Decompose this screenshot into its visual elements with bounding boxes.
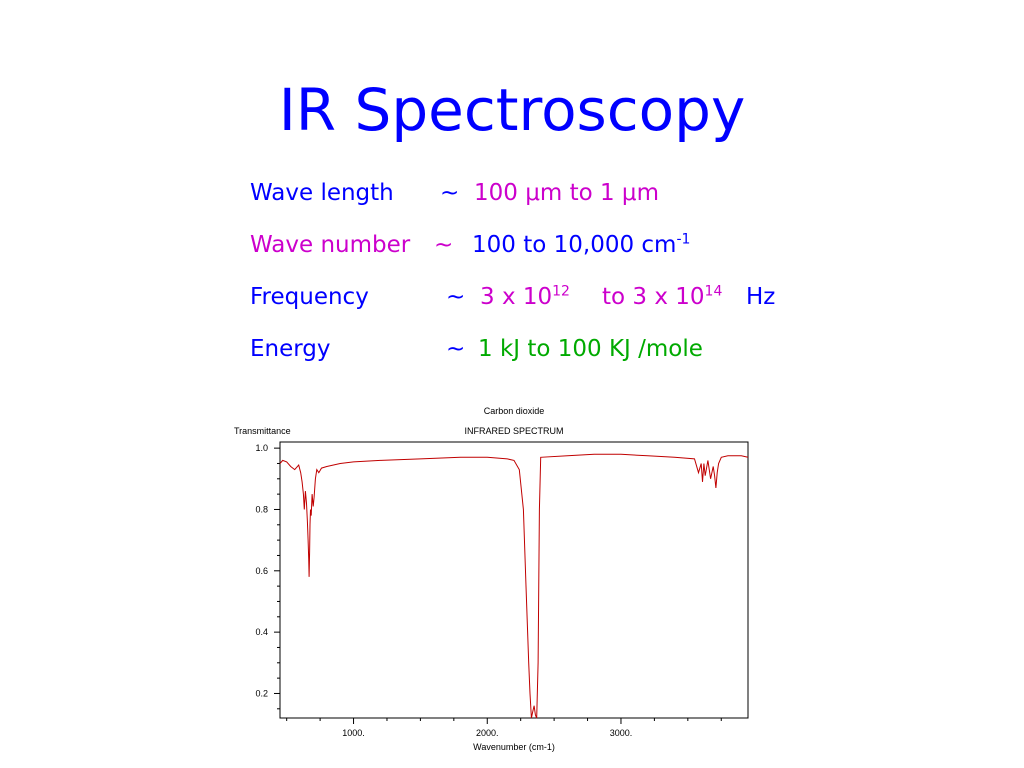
ir-spectrum-chart: Carbon dioxide INFRARED SPECTRUM Transmi… <box>234 406 749 752</box>
wavenumber-label: Wave number <box>250 232 411 258</box>
wavenumber-value-text: 100 to 10,000 cm <box>472 232 677 258</box>
chart-title: Carbon dioxide <box>484 406 545 416</box>
frequency-label: Frequency <box>250 284 369 310</box>
wavenumber-sep: ~ <box>434 232 454 258</box>
y-tick-label: 0.8 <box>255 504 268 514</box>
frequency-sep: ~ <box>446 284 466 310</box>
chart-ticks: 1000. 2000. 3000. 0.2 0.4 0.6 0.8 1.0 <box>255 443 722 738</box>
x-axis-label: Wavenumber (cm-1) <box>473 742 555 752</box>
mu-symbol-2: μ <box>621 180 637 206</box>
frequency-value-high: to 3 x 1014 <box>602 282 722 312</box>
energy-value: 1 kJ to 100 KJ /mole <box>478 336 703 362</box>
x-tick-label: 2000. <box>476 728 499 738</box>
mu-symbol-1: μ <box>525 180 540 206</box>
slide-title: IR Spectroscopy <box>278 76 746 144</box>
y-tick-label: 0.2 <box>255 688 268 698</box>
chart-subtitle: INFRARED SPECTRUM <box>464 426 563 436</box>
frequency-value-low: 3 x 1012 <box>480 282 570 312</box>
x-tick-label: 3000. <box>610 728 633 738</box>
frequency-unit: Hz <box>746 284 776 310</box>
y-axis-label: Transmittance <box>234 426 291 436</box>
energy-sep: ~ <box>446 336 466 362</box>
x-tick-label: 1000. <box>342 728 365 738</box>
frequency-exponent-high: 14 <box>704 283 723 300</box>
wavelength-value-a: 100 <box>474 180 526 206</box>
wavelength-value-b: m to 1 <box>539 180 622 206</box>
frequency-value-high-text: to 3 x 10 <box>602 284 705 310</box>
frequency-value-low-text: 3 x 10 <box>480 284 553 310</box>
y-tick-label: 1.0 <box>255 443 268 453</box>
y-tick-label: 0.4 <box>255 627 268 637</box>
frequency-exponent-low: 12 <box>552 283 570 300</box>
y-tick-label: 0.6 <box>255 566 268 576</box>
wavelength-sep: ~ <box>440 180 460 206</box>
wavenumber-exponent: -1 <box>676 231 691 248</box>
wavenumber-value: 100 to 10,000 cm-1 <box>472 230 690 260</box>
wavelength-label: Wave length <box>250 180 394 206</box>
energy-label: Energy <box>250 336 331 362</box>
wavelength-value: 100 μm to 1 μm <box>474 178 659 208</box>
chart-axes <box>279 441 749 719</box>
plot-frame <box>279 441 749 719</box>
wavelength-value-c: m <box>636 180 659 206</box>
spectrum-line <box>279 453 749 719</box>
